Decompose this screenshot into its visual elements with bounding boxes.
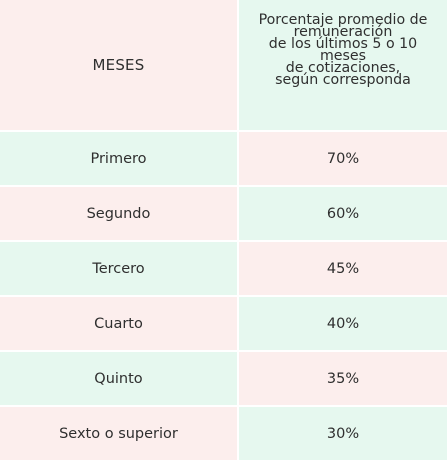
month-cell: Quinto <box>0 352 237 405</box>
percent-cell: 60% <box>237 187 447 240</box>
month-cell: Cuarto <box>0 297 237 350</box>
table-row: Primero 70% <box>0 132 447 187</box>
table-row: Sexto o superior 30% <box>0 407 447 462</box>
header-percentage-line: Porcentaje promedio de <box>258 12 428 28</box>
percent-value: 35% <box>326 370 360 387</box>
table-row: Segundo 60% <box>0 187 447 242</box>
table-row: Quinto 35% <box>0 352 447 407</box>
percent-cell: 70% <box>237 132 447 185</box>
percent-cell: 40% <box>237 297 447 350</box>
header-months: MESES <box>0 0 237 130</box>
table-row: Cuarto 40% <box>0 297 447 352</box>
header-percentage-line: meses <box>319 48 367 64</box>
percent-value: 45% <box>326 260 360 277</box>
percent-value: 70% <box>326 150 360 167</box>
percent-cell: 45% <box>237 242 447 295</box>
percent-value: 40% <box>326 315 360 332</box>
header-percentage: Porcentaje promedio de remuneración de l… <box>237 0 447 130</box>
month-label: Sexto o superior <box>59 425 178 442</box>
month-cell: Segundo <box>0 187 237 240</box>
month-label: Primero <box>90 150 147 167</box>
header-months-label: MESES <box>92 56 145 74</box>
month-cell: Sexto o superior <box>0 407 237 460</box>
header-percentage-line: según corresponda <box>275 72 411 88</box>
month-label: Segundo <box>86 205 151 222</box>
percent-cell: 30% <box>237 407 447 460</box>
month-label: Cuarto <box>94 315 143 332</box>
percent-value: 60% <box>326 205 360 222</box>
header-percentage-line: de los últimos 5 o 10 <box>268 36 418 52</box>
percent-value: 30% <box>326 425 360 442</box>
month-cell: Tercero <box>0 242 237 295</box>
month-cell: Primero <box>0 132 237 185</box>
table-row: Tercero 45% <box>0 242 447 297</box>
percent-cell: 35% <box>237 352 447 405</box>
month-label: Quinto <box>94 370 143 387</box>
month-label: Tercero <box>92 260 145 277</box>
header-percentage-line: remuneración <box>293 24 393 40</box>
header-percentage-label: Porcentaje promedio de remuneración de l… <box>258 12 428 88</box>
header-percentage-line: de cotizaciones, <box>285 60 401 76</box>
table-header-row: MESES Porcentaje promedio de remuneració… <box>0 0 447 132</box>
